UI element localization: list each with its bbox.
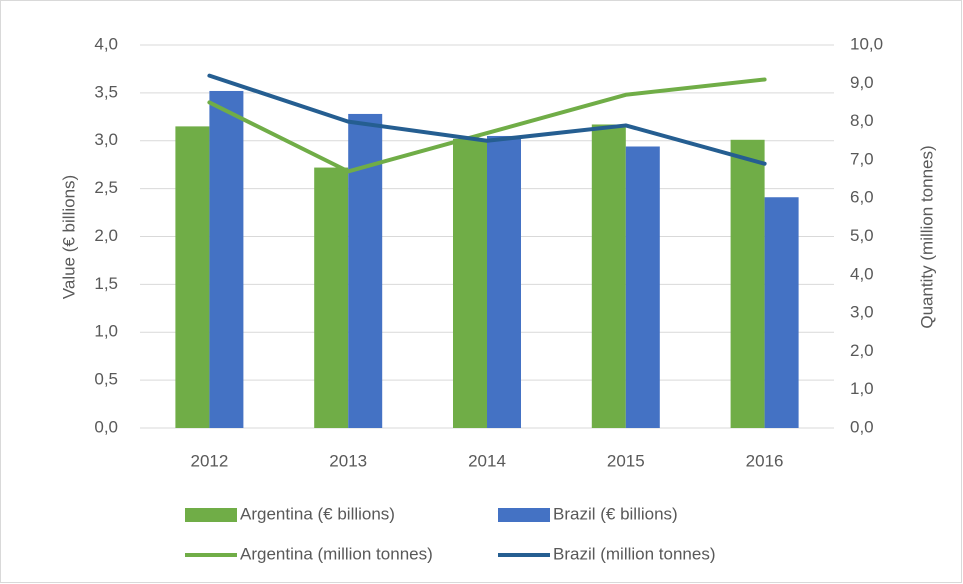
y-tick-label: 2,5 [94, 178, 118, 197]
x-tick-label: 2012 [190, 451, 228, 470]
bar [314, 167, 349, 428]
y2-tick-label: 2,0 [850, 341, 874, 360]
y-axis-title: Value (€ billions) [59, 175, 78, 299]
legend-swatch [498, 508, 550, 522]
y-tick-label: 0,0 [94, 417, 118, 436]
y2-tick-label: 4,0 [850, 264, 874, 283]
x-tick-label: 2015 [607, 451, 645, 470]
y-tick-label: 3,5 [94, 82, 118, 101]
y-tick-label: 1,5 [94, 274, 118, 293]
y2-tick-label: 3,0 [850, 303, 874, 322]
bar [730, 139, 765, 429]
legend-label: Argentina (€ billions) [240, 504, 395, 523]
y-tick-label: 2,0 [94, 226, 118, 245]
legend-swatch [185, 508, 237, 522]
y2-tick-label: 0,0 [850, 417, 874, 436]
x-tick-label: 2013 [329, 451, 367, 470]
y-tick-label: 3,0 [94, 130, 118, 149]
legend-label: Brazil (€ billions) [553, 504, 678, 523]
y2-tick-label: 10,0 [850, 34, 883, 53]
bar [487, 135, 521, 428]
bar [453, 138, 487, 428]
bar [591, 124, 626, 428]
y2-tick-label: 9,0 [850, 73, 874, 92]
bar [175, 126, 210, 428]
y-tick-label: 4,0 [94, 34, 118, 53]
bar [209, 90, 244, 429]
y2-tick-label: 8,0 [850, 111, 874, 130]
legend-label: Argentina (million tonnes) [240, 544, 433, 563]
x-tick-label: 2014 [468, 451, 506, 470]
bar [625, 146, 660, 428]
y-tick-label: 0,5 [94, 370, 118, 389]
y2-tick-label: 5,0 [850, 226, 874, 245]
line-series [207, 77, 767, 174]
y-tick-label: 1,0 [94, 322, 118, 341]
x-tick-label: 2016 [746, 451, 784, 470]
bar [348, 113, 383, 428]
y2-tick-label: 7,0 [850, 149, 874, 168]
y2-axis-title: Quantity (million tonnes) [917, 145, 936, 328]
y2-tick-label: 6,0 [850, 188, 874, 207]
line-series [207, 73, 767, 166]
legend-label: Brazil (million tonnes) [553, 544, 716, 563]
y2-tick-label: 1,0 [850, 379, 874, 398]
bar [764, 197, 799, 428]
